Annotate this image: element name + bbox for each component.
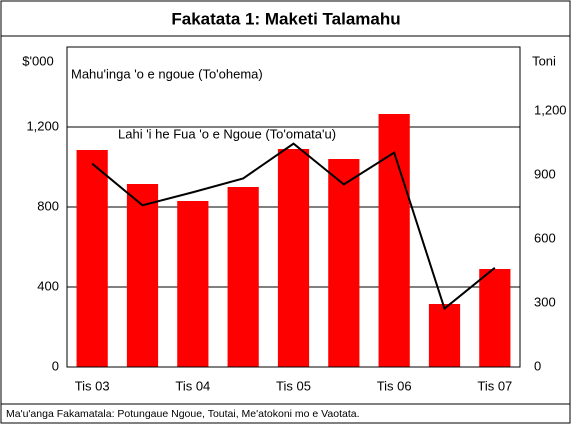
line <box>91 142 496 311</box>
x-tick-label: Tis 04 <box>175 378 210 393</box>
series-label: Lahi 'i he Fua 'o e Ngoue (To'omata'u) <box>118 126 336 141</box>
bar <box>227 187 259 367</box>
bar <box>328 159 360 367</box>
y2-tick-label: 300 <box>534 294 556 309</box>
y-tick-label: 800 <box>37 198 59 213</box>
y2-tick-label: 900 <box>534 166 556 181</box>
x-tick-label: Tis 06 <box>377 378 412 393</box>
bar <box>277 149 310 367</box>
y-axis-label: $'000 <box>22 53 53 68</box>
chart-title: Fakatata 1: Maketi Talamahu <box>171 9 400 28</box>
y2-tick-label: 600 <box>534 230 556 245</box>
x-tick-label: Tis 07 <box>477 378 512 393</box>
x-tick-label: Tis 03 <box>75 378 110 393</box>
bar <box>126 184 159 367</box>
y-tick-label: 400 <box>37 278 59 293</box>
bar <box>76 150 108 367</box>
y2-axis-label: Toni <box>532 53 556 68</box>
source: Ma'u'anga Fakamatala: Potungaue Ngoue, T… <box>6 408 360 420</box>
y-tick-label: 0 <box>52 358 59 373</box>
y2-tick-label: 0 <box>534 358 541 373</box>
series-label: Mahu'inga 'o e ngoue (To'ohema) <box>71 66 263 81</box>
bar <box>177 201 209 367</box>
bar <box>428 304 461 367</box>
x-tick-label: Tis 05 <box>276 378 311 393</box>
y-tick-label: 1,200 <box>26 118 59 133</box>
plot-border <box>66 46 521 368</box>
bar <box>479 269 511 367</box>
bar <box>378 114 410 367</box>
y2-tick-label: 1,200 <box>534 102 567 117</box>
